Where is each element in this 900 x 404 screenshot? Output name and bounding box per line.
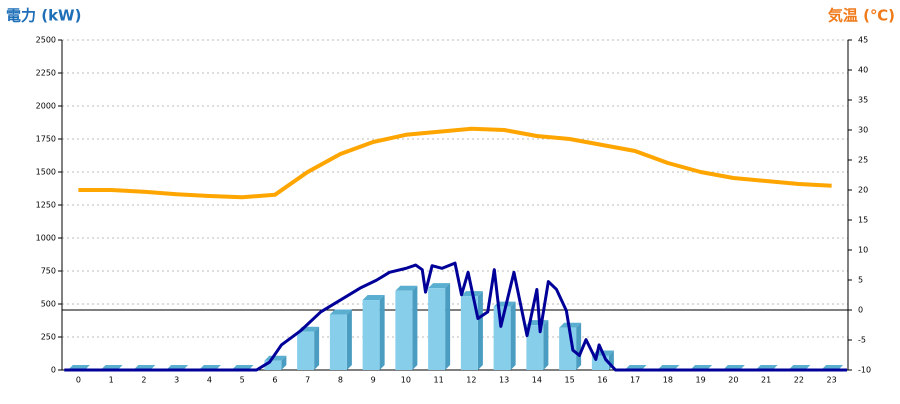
y2-tick-label: 5	[858, 276, 863, 285]
bar	[493, 306, 511, 370]
y-tick-label: 0	[51, 366, 56, 375]
x-tick-label: 17	[630, 376, 640, 385]
bar-side	[346, 309, 352, 370]
x-tick-label: 1	[109, 376, 114, 385]
x-tick-label: 8	[338, 376, 343, 385]
y2-tick-label: 20	[858, 186, 868, 195]
bar-side	[412, 285, 418, 370]
bar-side	[445, 283, 451, 370]
x-tick-label: 2	[141, 376, 146, 385]
y2-tick-label: 25	[858, 156, 868, 165]
bar-side	[379, 295, 385, 370]
bar-top	[395, 285, 418, 291]
bar-side	[576, 322, 582, 370]
line	[64, 261, 848, 372]
bar	[329, 314, 347, 370]
y-tick-label: 250	[41, 333, 56, 342]
y-tick-label: 2000	[36, 102, 56, 111]
bar-top	[329, 309, 352, 315]
bar	[362, 300, 380, 370]
y2-tick-label: -10	[858, 366, 871, 375]
x-tick-label: 6	[272, 376, 277, 385]
x-tick-label: 23	[827, 376, 837, 385]
x-tick-label: 7	[305, 376, 310, 385]
y2-tick-label: 35	[858, 96, 868, 105]
bar	[297, 331, 315, 370]
x-tick-label: 9	[371, 376, 376, 385]
y2-tick-label: 10	[858, 246, 868, 255]
y-tick-label: 1000	[36, 234, 56, 243]
bar-side	[477, 291, 483, 370]
bar-top	[362, 295, 385, 301]
y-axis-title: 電力 (kW)	[6, 7, 81, 25]
y-tick-label: 2250	[36, 69, 56, 78]
x-tick-label: 21	[761, 376, 771, 385]
x-tick-label: 4	[207, 376, 212, 385]
y-tick-label: 750	[41, 267, 56, 276]
y2-tick-label: 45	[858, 36, 868, 45]
x-tick-label: 18	[663, 376, 673, 385]
y-tick-label: 1500	[36, 168, 56, 177]
x-tick-label: 5	[240, 376, 245, 385]
bar-side	[281, 355, 287, 370]
y2-tick-label: 15	[858, 216, 868, 225]
x-tick-label: 15	[565, 376, 575, 385]
y-tick-label: 1750	[36, 135, 56, 144]
x-tick-label: 13	[499, 376, 509, 385]
y2-tick-label: 40	[858, 66, 868, 75]
bar	[526, 325, 544, 370]
x-tick-label: 19	[696, 376, 706, 385]
bar	[460, 296, 478, 370]
x-tick-label: 22	[794, 376, 804, 385]
bar-side	[543, 320, 549, 370]
y2-tick-label: 0	[858, 306, 863, 315]
x-tick-label: 11	[434, 376, 444, 385]
y2-tick-label: -5	[858, 336, 866, 345]
x-tick-label: 0	[76, 376, 81, 385]
y2-axis-title: 気温 (℃)	[828, 7, 895, 25]
x-tick-label: 10	[401, 376, 411, 385]
y-tick-label: 500	[41, 300, 56, 309]
x-tick-label: 16	[597, 376, 607, 385]
bar	[395, 290, 413, 370]
line	[78, 126, 832, 200]
bar	[428, 288, 446, 370]
bar-side	[314, 326, 320, 370]
x-tick-label: 14	[532, 376, 542, 385]
y-tick-label: 2500	[36, 36, 56, 45]
x-tick-label: 3	[174, 376, 179, 385]
y-tick-label: 1250	[36, 201, 56, 210]
bar	[264, 360, 282, 370]
bar-top	[428, 283, 451, 289]
x-tick-label: 20	[728, 376, 738, 385]
bar-side	[510, 301, 516, 370]
x-tick-label: 12	[466, 376, 476, 385]
y2-tick-label: 30	[858, 126, 868, 135]
